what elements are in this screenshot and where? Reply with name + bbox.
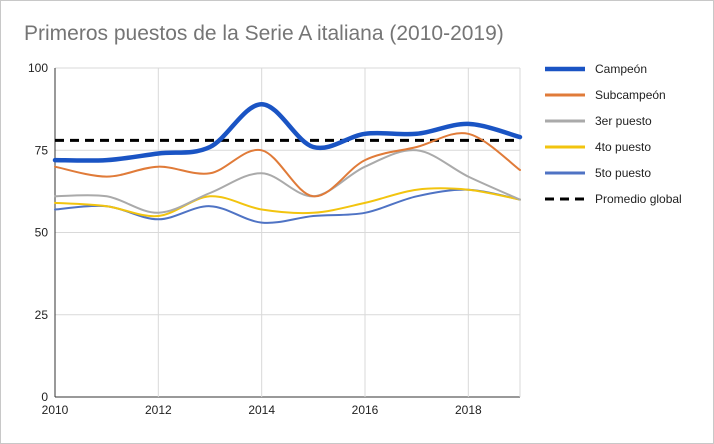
x-tick-label: 2014 bbox=[248, 403, 275, 417]
y-tick-label: 75 bbox=[35, 143, 49, 157]
x-axis-ticks: 2010 2012 2014 2016 2018 bbox=[42, 403, 482, 417]
legend-label-promedio-global: Promedio global bbox=[595, 192, 682, 206]
legend-label-5to-puesto: 5to puesto bbox=[595, 166, 651, 180]
legend: Campeón Subcampeón 3er puesto 4to puesto 5to… bbox=[545, 62, 682, 206]
series-lines bbox=[52, 101, 523, 224]
series-line-campeon bbox=[52, 101, 523, 163]
y-tick-label: 50 bbox=[35, 226, 49, 240]
x-tick-label: 2010 bbox=[42, 403, 69, 417]
y-tick-label: 100 bbox=[28, 61, 48, 75]
legend-label-subcampeon: Subcampeón bbox=[595, 88, 666, 102]
y-tick-label: 0 bbox=[41, 390, 48, 404]
legend-label-3er-puesto: 3er puesto bbox=[595, 114, 652, 128]
y-tick-label: 25 bbox=[35, 308, 49, 322]
series-line-4to-puesto bbox=[54, 187, 521, 218]
gridlines bbox=[54, 67, 521, 398]
series-line-5to-puesto bbox=[54, 188, 521, 224]
x-tick-label: 2012 bbox=[145, 403, 172, 417]
legend-label-4to-puesto: 4to puesto bbox=[595, 140, 651, 154]
series-line-3er-puesto bbox=[54, 149, 521, 214]
y-axis-ticks: 0 25 50 75 100 bbox=[28, 61, 48, 404]
series-line-subcampeon bbox=[54, 132, 521, 198]
x-tick-label: 2018 bbox=[455, 403, 482, 417]
x-tick-label: 2016 bbox=[352, 403, 379, 417]
legend-label-campeon: Campeón bbox=[595, 62, 647, 76]
chart-title: Primeros puestos de la Serie A italiana … bbox=[24, 22, 504, 45]
